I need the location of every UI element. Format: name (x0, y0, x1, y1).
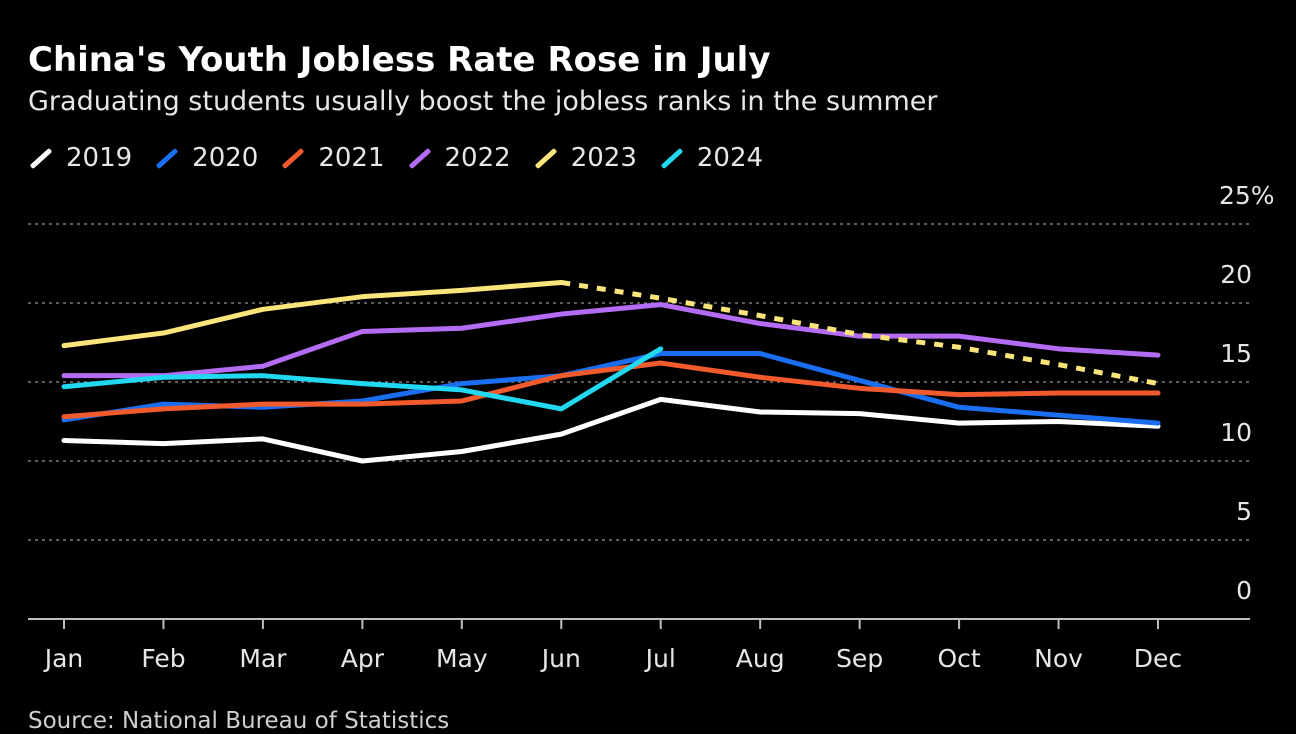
x-tick-label: Jan (43, 644, 84, 673)
legend-item: 2020 (154, 143, 258, 173)
legend-label: 2019 (66, 143, 133, 173)
x-tick-label: May (436, 644, 488, 673)
y-tick-label: 10 (1220, 418, 1252, 447)
x-tick-label: Dec (1134, 644, 1182, 673)
chart-title: China's Youth Jobless Rate Rose in July (28, 40, 771, 80)
series-line-2020 (61, 351, 1161, 426)
legend-item: 2023 (533, 143, 637, 173)
series-line-2022 (61, 302, 1161, 379)
x-tick-label: Nov (1034, 644, 1083, 673)
legend-label: 2021 (318, 143, 385, 173)
x-tick-label: Jul (644, 644, 676, 673)
series-line-2019 (61, 396, 1161, 464)
series-line-2023-dashed (560, 279, 1159, 387)
x-tick-label: Mar (239, 644, 287, 673)
x-tick-label: Sep (836, 644, 883, 673)
legend: 2019 2020 2021 2022 2023 2024 (28, 140, 785, 176)
legend-item: 2024 (659, 143, 763, 173)
legend-label: 2020 (192, 143, 259, 173)
legend-item: 2019 (28, 143, 132, 173)
x-tick-label: Aug (736, 644, 785, 673)
y-tick-label: 25% (1219, 181, 1275, 210)
x-tick-label: Jun (540, 644, 581, 673)
legend-label: 2023 (570, 143, 637, 173)
chart-subtitle: Graduating students usually boost the jo… (28, 86, 938, 117)
x-tick-label: Feb (141, 644, 185, 673)
x-tick-label: Oct (937, 644, 980, 673)
source-note: Source: National Bureau of Statistics (28, 708, 450, 734)
x-tick-label: Apr (341, 644, 385, 673)
legend-label: 2022 (444, 143, 511, 173)
legend-item: 2021 (280, 143, 385, 173)
legend-label: 2024 (696, 143, 764, 173)
y-tick-label: 0 (1236, 576, 1252, 605)
y-tick-label: 15 (1220, 339, 1252, 368)
series-line-2021 (61, 360, 1161, 420)
series-line-2024 (61, 346, 664, 412)
series-line-2023 (61, 279, 564, 349)
y-tick-label: 5 (1236, 497, 1252, 526)
y-tick-label: 20 (1220, 260, 1252, 289)
legend-item: 2022 (407, 143, 511, 173)
